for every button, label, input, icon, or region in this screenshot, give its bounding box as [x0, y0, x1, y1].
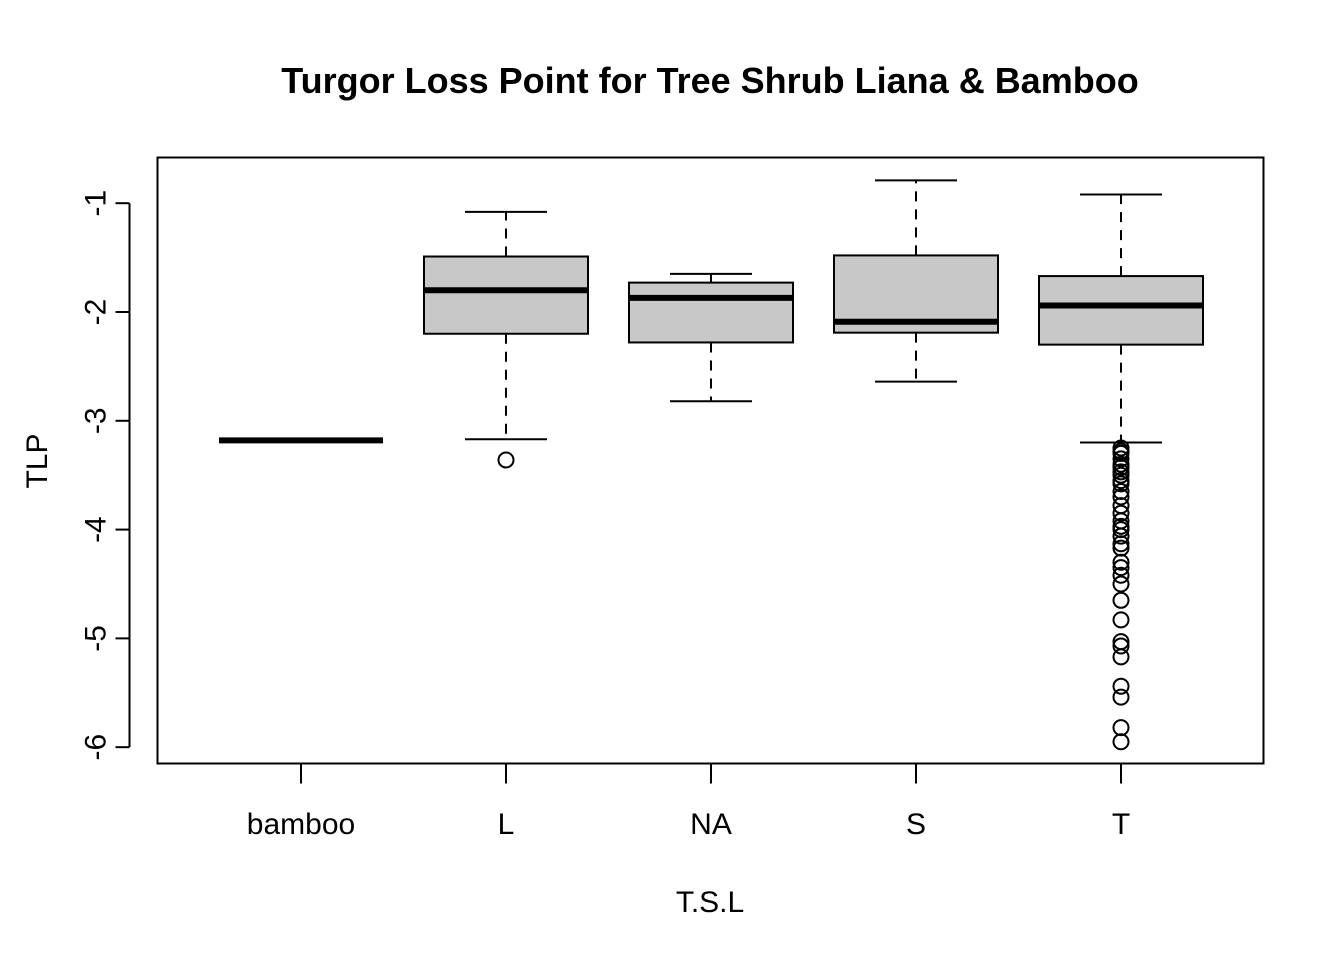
- outlier-point: [1112, 733, 1130, 751]
- box-iqr: [1038, 275, 1204, 346]
- x-axis-label: T.S.L: [676, 886, 744, 919]
- outlier-point: [1112, 535, 1130, 553]
- outlier-point: [1112, 648, 1130, 666]
- box-iqr: [628, 281, 794, 344]
- y-axis-label: TLP: [21, 433, 54, 488]
- y-tick-label: -6: [80, 734, 113, 761]
- box-T: [1038, 193, 1204, 751]
- outlier-point: [1112, 553, 1130, 571]
- outlier-point: [1112, 475, 1130, 493]
- outlier-point: [1112, 719, 1130, 737]
- outlier-point: [1112, 459, 1130, 477]
- outlier-point: [497, 451, 515, 469]
- box-iqr: [423, 255, 589, 335]
- chart-title: Turgor Loss Point for Tree Shrub Liana &…: [281, 60, 1138, 101]
- box-S: [833, 179, 999, 383]
- y-axis: -6 -5 -4 -3 -2 -1: [80, 190, 131, 761]
- y-tick-label: -2: [80, 299, 113, 326]
- outlier-point: [1112, 466, 1130, 484]
- outlier-point: [1112, 527, 1130, 545]
- y-tick-label: -1: [80, 190, 113, 217]
- x-axis: bamboo L NA S T: [247, 762, 1130, 841]
- x-tick-label: NA: [690, 808, 732, 841]
- outlier-point: [1112, 488, 1130, 506]
- x-tick-label: T: [1112, 808, 1130, 841]
- x-tick-label: L: [498, 808, 515, 841]
- y-tick-label: -3: [80, 407, 113, 434]
- box-L: [423, 210, 589, 469]
- outlier-point: [1112, 611, 1130, 629]
- outlier-point: [1112, 637, 1130, 655]
- x-tick-label: bamboo: [247, 808, 355, 841]
- y-tick-label: -5: [80, 625, 113, 652]
- plot-frame: [156, 156, 1265, 765]
- boxplot-series: [219, 179, 1204, 751]
- outlier-point: [1112, 559, 1130, 577]
- outlier-point: [1112, 504, 1130, 522]
- outlier-point: [1112, 677, 1130, 695]
- outlier-point: [1112, 591, 1130, 609]
- outlier-point: [1112, 575, 1130, 593]
- box-NA: [628, 272, 794, 403]
- y-tick-label: -4: [80, 516, 113, 543]
- x-tick-label: S: [906, 808, 926, 841]
- outlier-point: [1112, 688, 1130, 706]
- outlier-point: [1112, 450, 1130, 468]
- outlier-point: [1112, 566, 1130, 584]
